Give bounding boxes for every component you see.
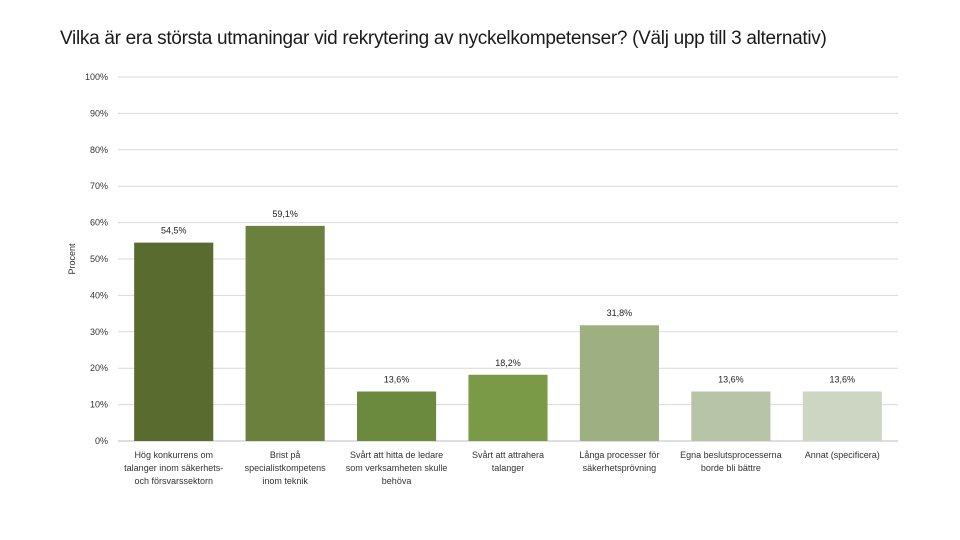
y-axis-ticks: 0% 10% 20% 30% 40% 50% 60% 70% 80% 90% 100% <box>85 72 108 446</box>
y-tick-label: 40% <box>90 290 108 300</box>
category-label: Svårt att attrahera talanger <box>472 450 544 473</box>
category-label: Egna beslutsprocesserna borde bli bättre <box>680 450 782 473</box>
chart-title: Vilka är era största utmaningar vid rekr… <box>60 28 827 49</box>
bars <box>134 225 882 441</box>
category-label: Hög konkurrens om talanger inom säkerhets… <box>124 450 223 486</box>
data-label: 18,2% <box>495 358 521 368</box>
data-label: 31,8% <box>607 308 633 318</box>
y-tick-label: 90% <box>90 108 108 118</box>
category-label: Svårt att hitta de ledare som verksamhete… <box>346 450 448 486</box>
y-tick-label: 0% <box>95 436 108 446</box>
y-tick-label: 60% <box>90 218 108 228</box>
y-tick-label: 30% <box>90 327 108 337</box>
y-tick-label: 100% <box>85 72 108 82</box>
bar <box>691 391 771 441</box>
data-label: 13,6% <box>718 374 744 384</box>
category-label: Brist på specialistkompetens inom teknik <box>245 450 327 486</box>
data-label: 59,1% <box>272 209 298 219</box>
category-label: Annat (specificera) <box>805 450 880 460</box>
data-labels: 54,5% 59,1% 13,6% 18,2% 31,8% 13,6% 13,6% <box>161 209 855 385</box>
bar <box>579 325 659 441</box>
y-tick-label: 80% <box>90 145 108 155</box>
y-tick-label: 10% <box>90 400 108 410</box>
y-tick-label: 70% <box>90 181 108 191</box>
y-tick-label: 20% <box>90 363 108 373</box>
data-label: 54,5% <box>161 226 187 236</box>
bar <box>357 391 437 441</box>
category-labels: Hög konkurrens om talanger inom säkerhets… <box>124 450 880 486</box>
data-label: 13,6% <box>384 374 410 384</box>
y-axis-label: Procent <box>67 243 77 275</box>
data-label: 13,6% <box>830 374 856 384</box>
bar <box>245 225 325 441</box>
bar <box>468 374 548 441</box>
bar <box>802 391 882 441</box>
bar <box>134 242 214 441</box>
y-tick-label: 50% <box>90 254 108 264</box>
category-label: Långa processer för säkerhetsprövning <box>579 450 659 473</box>
